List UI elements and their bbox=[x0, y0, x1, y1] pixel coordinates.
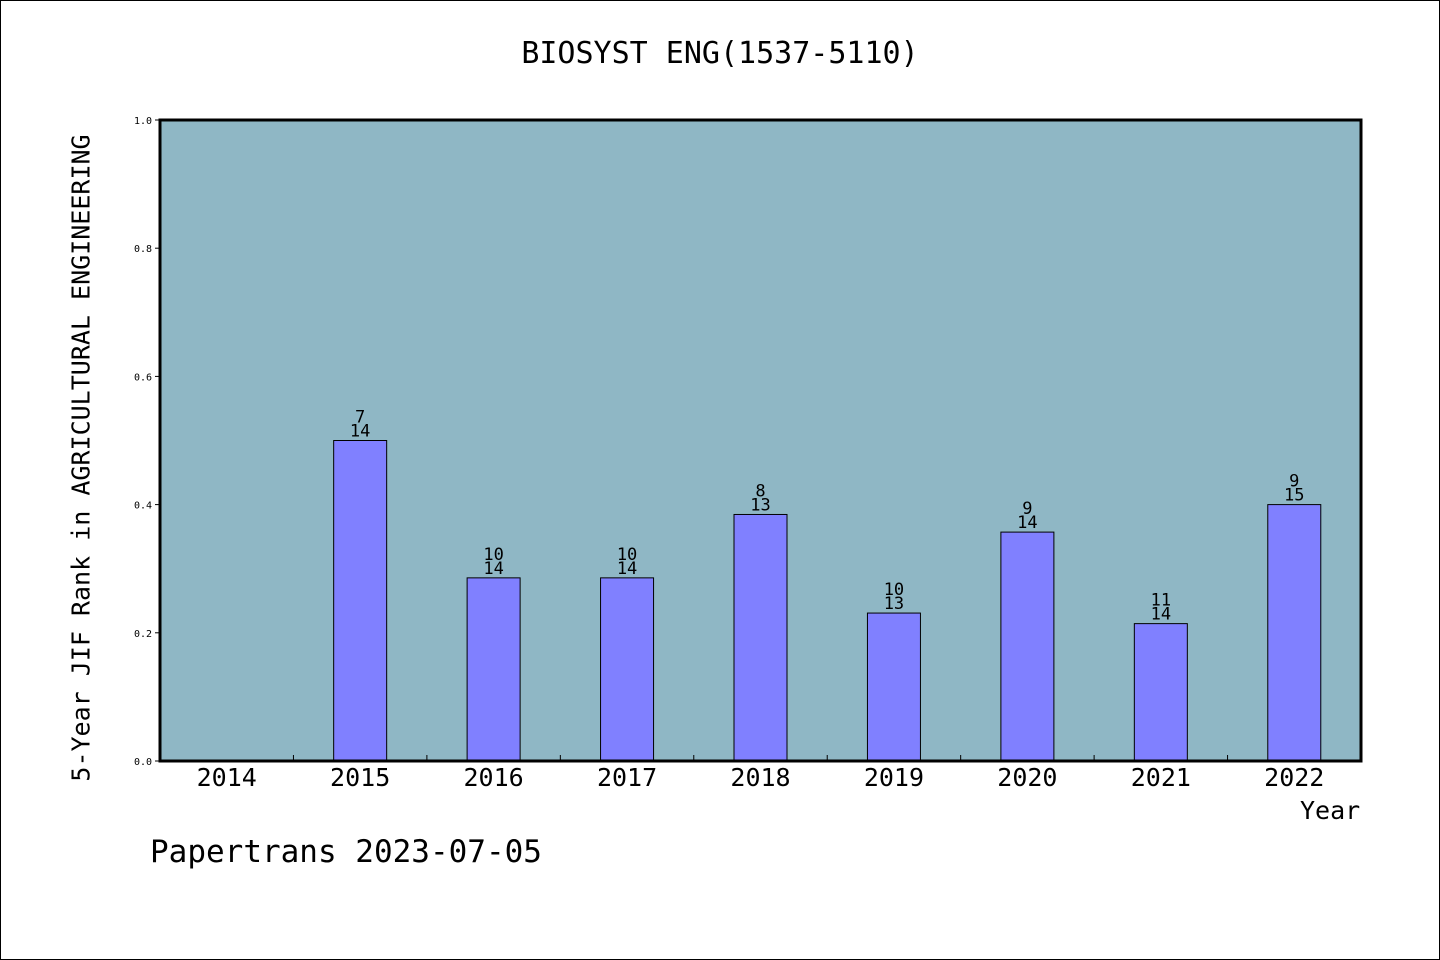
bar-total-label: 14 bbox=[1017, 513, 1037, 533]
bar bbox=[466, 577, 521, 762]
bar-total-label: 14 bbox=[617, 559, 637, 579]
bar-rank-label: 10 bbox=[617, 545, 637, 565]
footer-text: Papertrans 2023-07-05 bbox=[150, 834, 542, 870]
bar-rank-label: 10 bbox=[483, 545, 503, 565]
bar-rank-label: 8 bbox=[755, 481, 765, 501]
bar bbox=[733, 513, 788, 762]
x-tick-label: 2021 bbox=[1131, 763, 1191, 792]
y-axis-label: 5-Year JIF Rank in AGRICULTURAL ENGINEER… bbox=[66, 134, 96, 782]
x-tick-label: 2017 bbox=[597, 763, 657, 792]
chart-title: BIOSYST ENG(1537-5110) bbox=[521, 36, 919, 71]
bar-total-label: 14 bbox=[1151, 605, 1171, 625]
bar bbox=[333, 440, 388, 762]
y-tick-label: 0.8 bbox=[134, 244, 152, 255]
bar-rank-label: 9 bbox=[1022, 499, 1032, 519]
bar-total-label: 13 bbox=[884, 594, 904, 614]
y-tick-label: 0.2 bbox=[134, 629, 152, 640]
x-tick-label: 2018 bbox=[730, 763, 790, 792]
y-tick-label: 0.0 bbox=[134, 757, 152, 768]
bar bbox=[1267, 504, 1322, 762]
bar-total-label: 15 bbox=[1284, 486, 1304, 506]
x-tick-label: 2022 bbox=[1264, 763, 1324, 792]
bar-rank-label: 10 bbox=[884, 580, 904, 600]
bar bbox=[600, 577, 655, 762]
bar-rank-label: 7 bbox=[355, 408, 365, 428]
x-tick-label: 2015 bbox=[330, 763, 390, 792]
bar bbox=[866, 612, 921, 762]
bar-rank-label: 9 bbox=[1289, 472, 1299, 492]
bar-total-label: 14 bbox=[483, 559, 503, 579]
bar-total-label: 13 bbox=[750, 495, 770, 515]
plot-border bbox=[158, 118, 1363, 763]
bar-rank-label: 11 bbox=[1151, 591, 1171, 611]
y-tick-label: 0.6 bbox=[134, 372, 152, 383]
bar-total-label: 14 bbox=[350, 422, 370, 442]
y-tick-label: 0.4 bbox=[134, 501, 152, 512]
bar bbox=[1000, 531, 1055, 762]
x-tick-label: 2020 bbox=[997, 763, 1057, 792]
bar bbox=[1133, 623, 1188, 762]
x-tick-label: 2014 bbox=[197, 763, 257, 792]
x-tick-label: 2019 bbox=[864, 763, 924, 792]
x-tick-label: 2016 bbox=[464, 763, 524, 792]
y-tick-label: 1.0 bbox=[134, 116, 152, 127]
x-axis-label: Year bbox=[1300, 796, 1361, 825]
